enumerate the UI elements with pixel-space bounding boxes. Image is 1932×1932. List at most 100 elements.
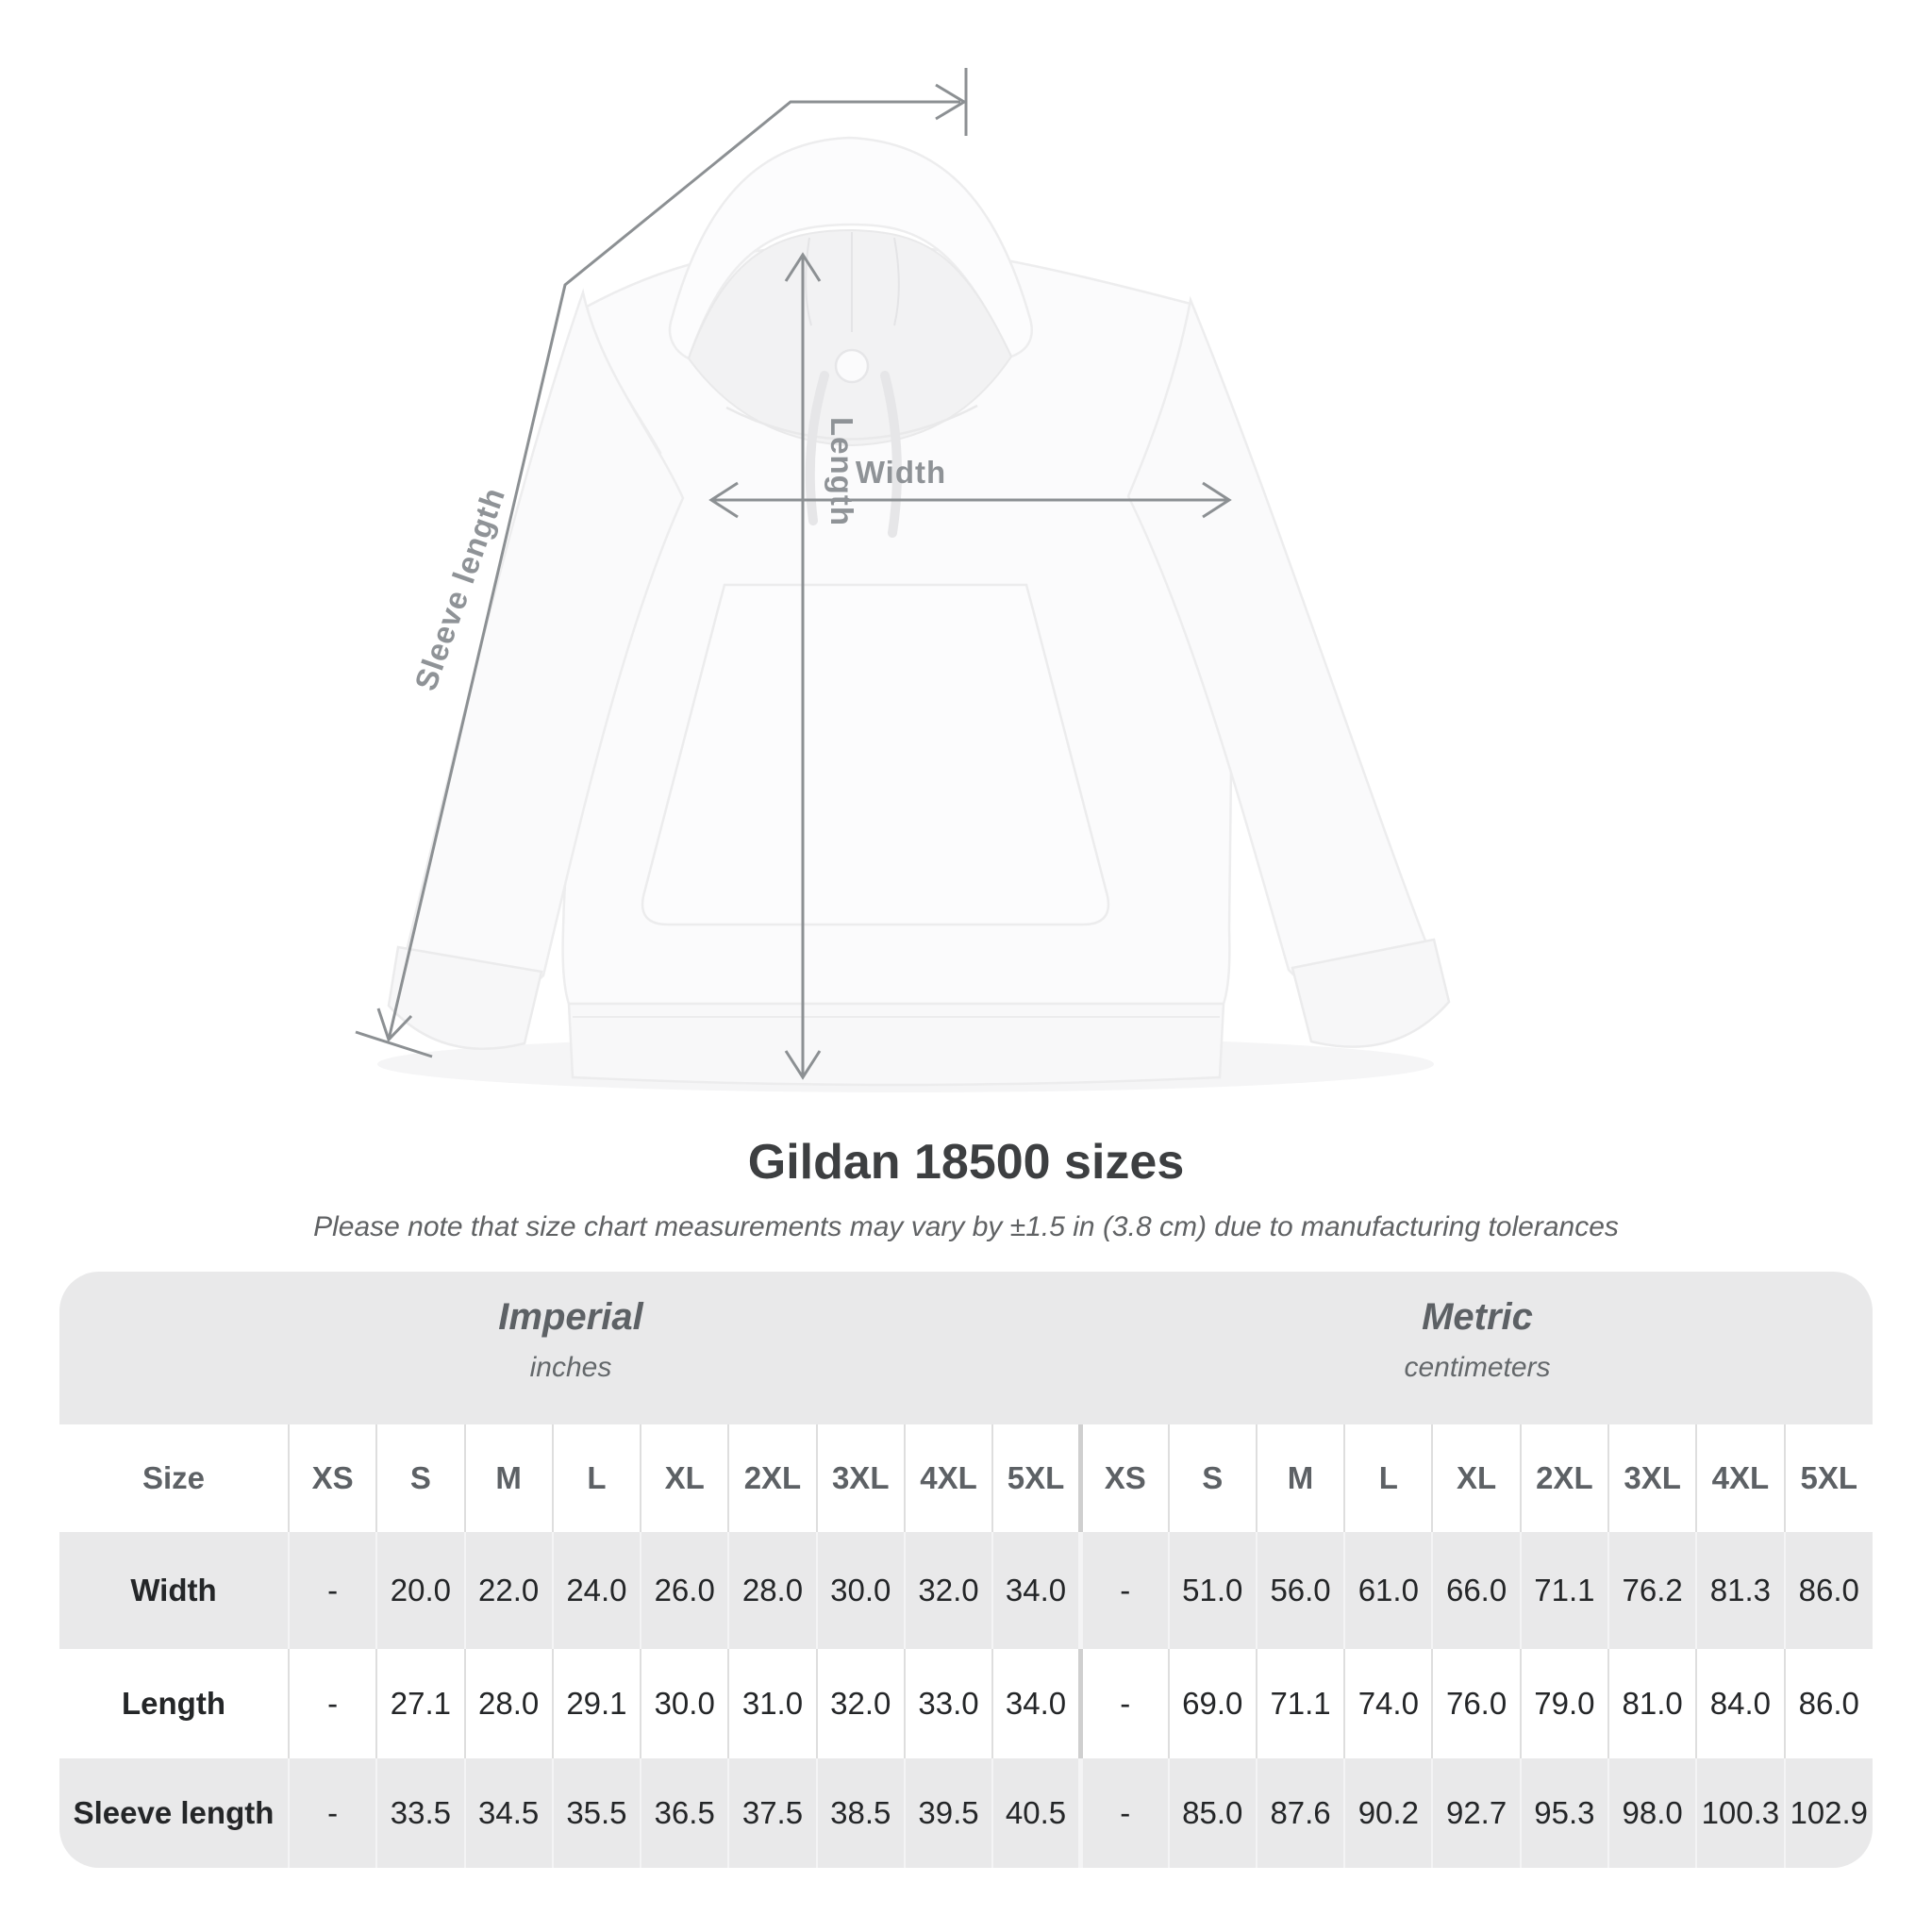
size-header: 2XL — [727, 1424, 817, 1532]
size-header: XS — [287, 1424, 377, 1532]
table-cell: 30.0 — [815, 1532, 905, 1649]
table-cell: - — [287, 1649, 377, 1758]
table-cell: 34.0 — [991, 1532, 1081, 1649]
table-cell: 31.0 — [727, 1649, 817, 1758]
size-header: S — [375, 1424, 465, 1532]
table-cell: 34.5 — [463, 1758, 553, 1868]
size-header: 3XL — [1607, 1424, 1697, 1532]
length-row: Length - 27.1 28.0 29.1 30.0 31.0 32.0 3… — [59, 1649, 1873, 1758]
row-label: Width — [130, 1573, 217, 1607]
table-cell: 26.0 — [640, 1532, 729, 1649]
table-cell: 61.0 — [1343, 1532, 1433, 1649]
table-cell: 100.3 — [1695, 1758, 1785, 1868]
table-cell: 74.0 — [1343, 1649, 1433, 1758]
size-header: M — [1255, 1424, 1345, 1532]
table-cell: 35.5 — [551, 1758, 641, 1868]
table-cell: - — [1077, 1758, 1169, 1868]
neck-seam — [725, 404, 978, 441]
tolerance-note: Please note that size chart measurements… — [313, 1211, 1619, 1242]
table-cell: 20.0 — [375, 1532, 465, 1649]
size-header: XL — [640, 1424, 729, 1532]
hoodie-measurement-diagram: Sleeve length Length Width — [355, 68, 1451, 1087]
size-header: L — [1343, 1424, 1433, 1532]
table-cell: - — [1077, 1649, 1169, 1758]
table-cell: 51.0 — [1167, 1532, 1257, 1649]
table-cell: 39.5 — [903, 1758, 993, 1868]
table-cell: 32.0 — [815, 1649, 905, 1758]
hoodie-pocket — [641, 583, 1110, 926]
hoodie-hem-band — [567, 1002, 1225, 1087]
table-cell: 85.0 — [1167, 1758, 1257, 1868]
table-cell: 36.5 — [640, 1758, 729, 1868]
hood-fold-lines — [805, 232, 900, 332]
metric-unit: centimeters — [1404, 1352, 1551, 1383]
table-cell: 81.3 — [1695, 1532, 1785, 1649]
size-header-row: Size XS S M L XL 2XL 3XL 4XL 5XL XS S M … — [59, 1424, 1873, 1532]
table-cell: - — [287, 1758, 377, 1868]
table-cell: 40.5 — [991, 1758, 1081, 1868]
sleeve-length-line — [387, 100, 960, 1041]
imperial-title: Imperial — [498, 1296, 643, 1338]
metric-header: Metric centimeters — [1082, 1272, 1873, 1424]
size-header: 4XL — [903, 1424, 993, 1532]
table-cell: 66.0 — [1431, 1532, 1521, 1649]
table-cell: 33.0 — [903, 1649, 993, 1758]
hoodie-left-cuff — [387, 945, 543, 1050]
table-cell: 22.0 — [463, 1532, 553, 1649]
table-cell: 27.1 — [375, 1649, 465, 1758]
size-header: 5XL — [1783, 1424, 1873, 1532]
metric-title: Metric — [1422, 1296, 1533, 1338]
size-column-header: Size — [142, 1460, 206, 1495]
table-cell: 95.3 — [1519, 1758, 1608, 1868]
page-title: Gildan 18500 sizes — [747, 1135, 1185, 1190]
hoodie-right-cuff — [1291, 938, 1451, 1048]
hoodie-hood-outer — [668, 136, 1033, 360]
size-header: XS — [1077, 1424, 1169, 1532]
table-cell: 38.5 — [815, 1758, 905, 1868]
sleeve-length-row: Sleeve length - 33.5 34.5 35.5 36.5 37.5… — [59, 1758, 1873, 1868]
table-cell: 69.0 — [1167, 1649, 1257, 1758]
sleeve-length-arrowhead-cuff — [376, 1008, 413, 1042]
width-arrowhead-right — [1202, 481, 1232, 519]
size-table: Imperial inches Metric centimeters Size … — [59, 1272, 1873, 1868]
table-cell: 86.0 — [1783, 1649, 1873, 1758]
size-header: M — [463, 1424, 553, 1532]
size-header: 2XL — [1519, 1424, 1608, 1532]
table-cell: 56.0 — [1255, 1532, 1345, 1649]
size-header: L — [551, 1424, 641, 1532]
drawstring-right — [880, 371, 903, 538]
cuff-tick — [355, 1030, 433, 1058]
table-cell: 24.0 — [551, 1532, 641, 1649]
hoodie-hood-opening — [687, 228, 1013, 447]
table-cell: 102.9 — [1783, 1758, 1873, 1868]
width-arrowhead-left — [708, 481, 739, 519]
table-cell: 79.0 — [1519, 1649, 1608, 1758]
unit-header-band: Imperial inches Metric centimeters — [59, 1272, 1873, 1424]
table-cell: 76.0 — [1431, 1649, 1521, 1758]
table-cell: - — [1077, 1532, 1169, 1649]
size-header: 3XL — [815, 1424, 905, 1532]
measurement-lines — [355, 68, 1232, 1080]
table-cell: - — [287, 1532, 377, 1649]
table-cell: 28.0 — [727, 1532, 817, 1649]
table-cell: 86.0 — [1783, 1532, 1873, 1649]
width-row: Width - 20.0 22.0 24.0 26.0 28.0 30.0 32… — [59, 1532, 1873, 1649]
length-arrowhead-bottom — [784, 1050, 822, 1080]
hoodie-right-sleeve — [1126, 295, 1434, 997]
sleeve-length-arrowhead-collar — [935, 83, 967, 121]
table-cell: 37.5 — [727, 1758, 817, 1868]
table-cell: 76.2 — [1607, 1532, 1697, 1649]
length-label: Length — [824, 417, 859, 526]
length-arrowhead-top — [784, 252, 822, 282]
table-cell: 90.2 — [1343, 1758, 1433, 1868]
row-label: Length — [122, 1686, 225, 1721]
size-header: 5XL — [991, 1424, 1081, 1532]
size-header: 4XL — [1695, 1424, 1785, 1532]
table-cell: 98.0 — [1607, 1758, 1697, 1868]
row-label: Sleeve length — [73, 1795, 275, 1830]
table-cell: 32.0 — [903, 1532, 993, 1649]
table-cell: 29.1 — [551, 1649, 641, 1758]
measurements-table: Size XS S M L XL 2XL 3XL 4XL 5XL XS S M … — [59, 1424, 1873, 1868]
size-header: XL — [1431, 1424, 1521, 1532]
